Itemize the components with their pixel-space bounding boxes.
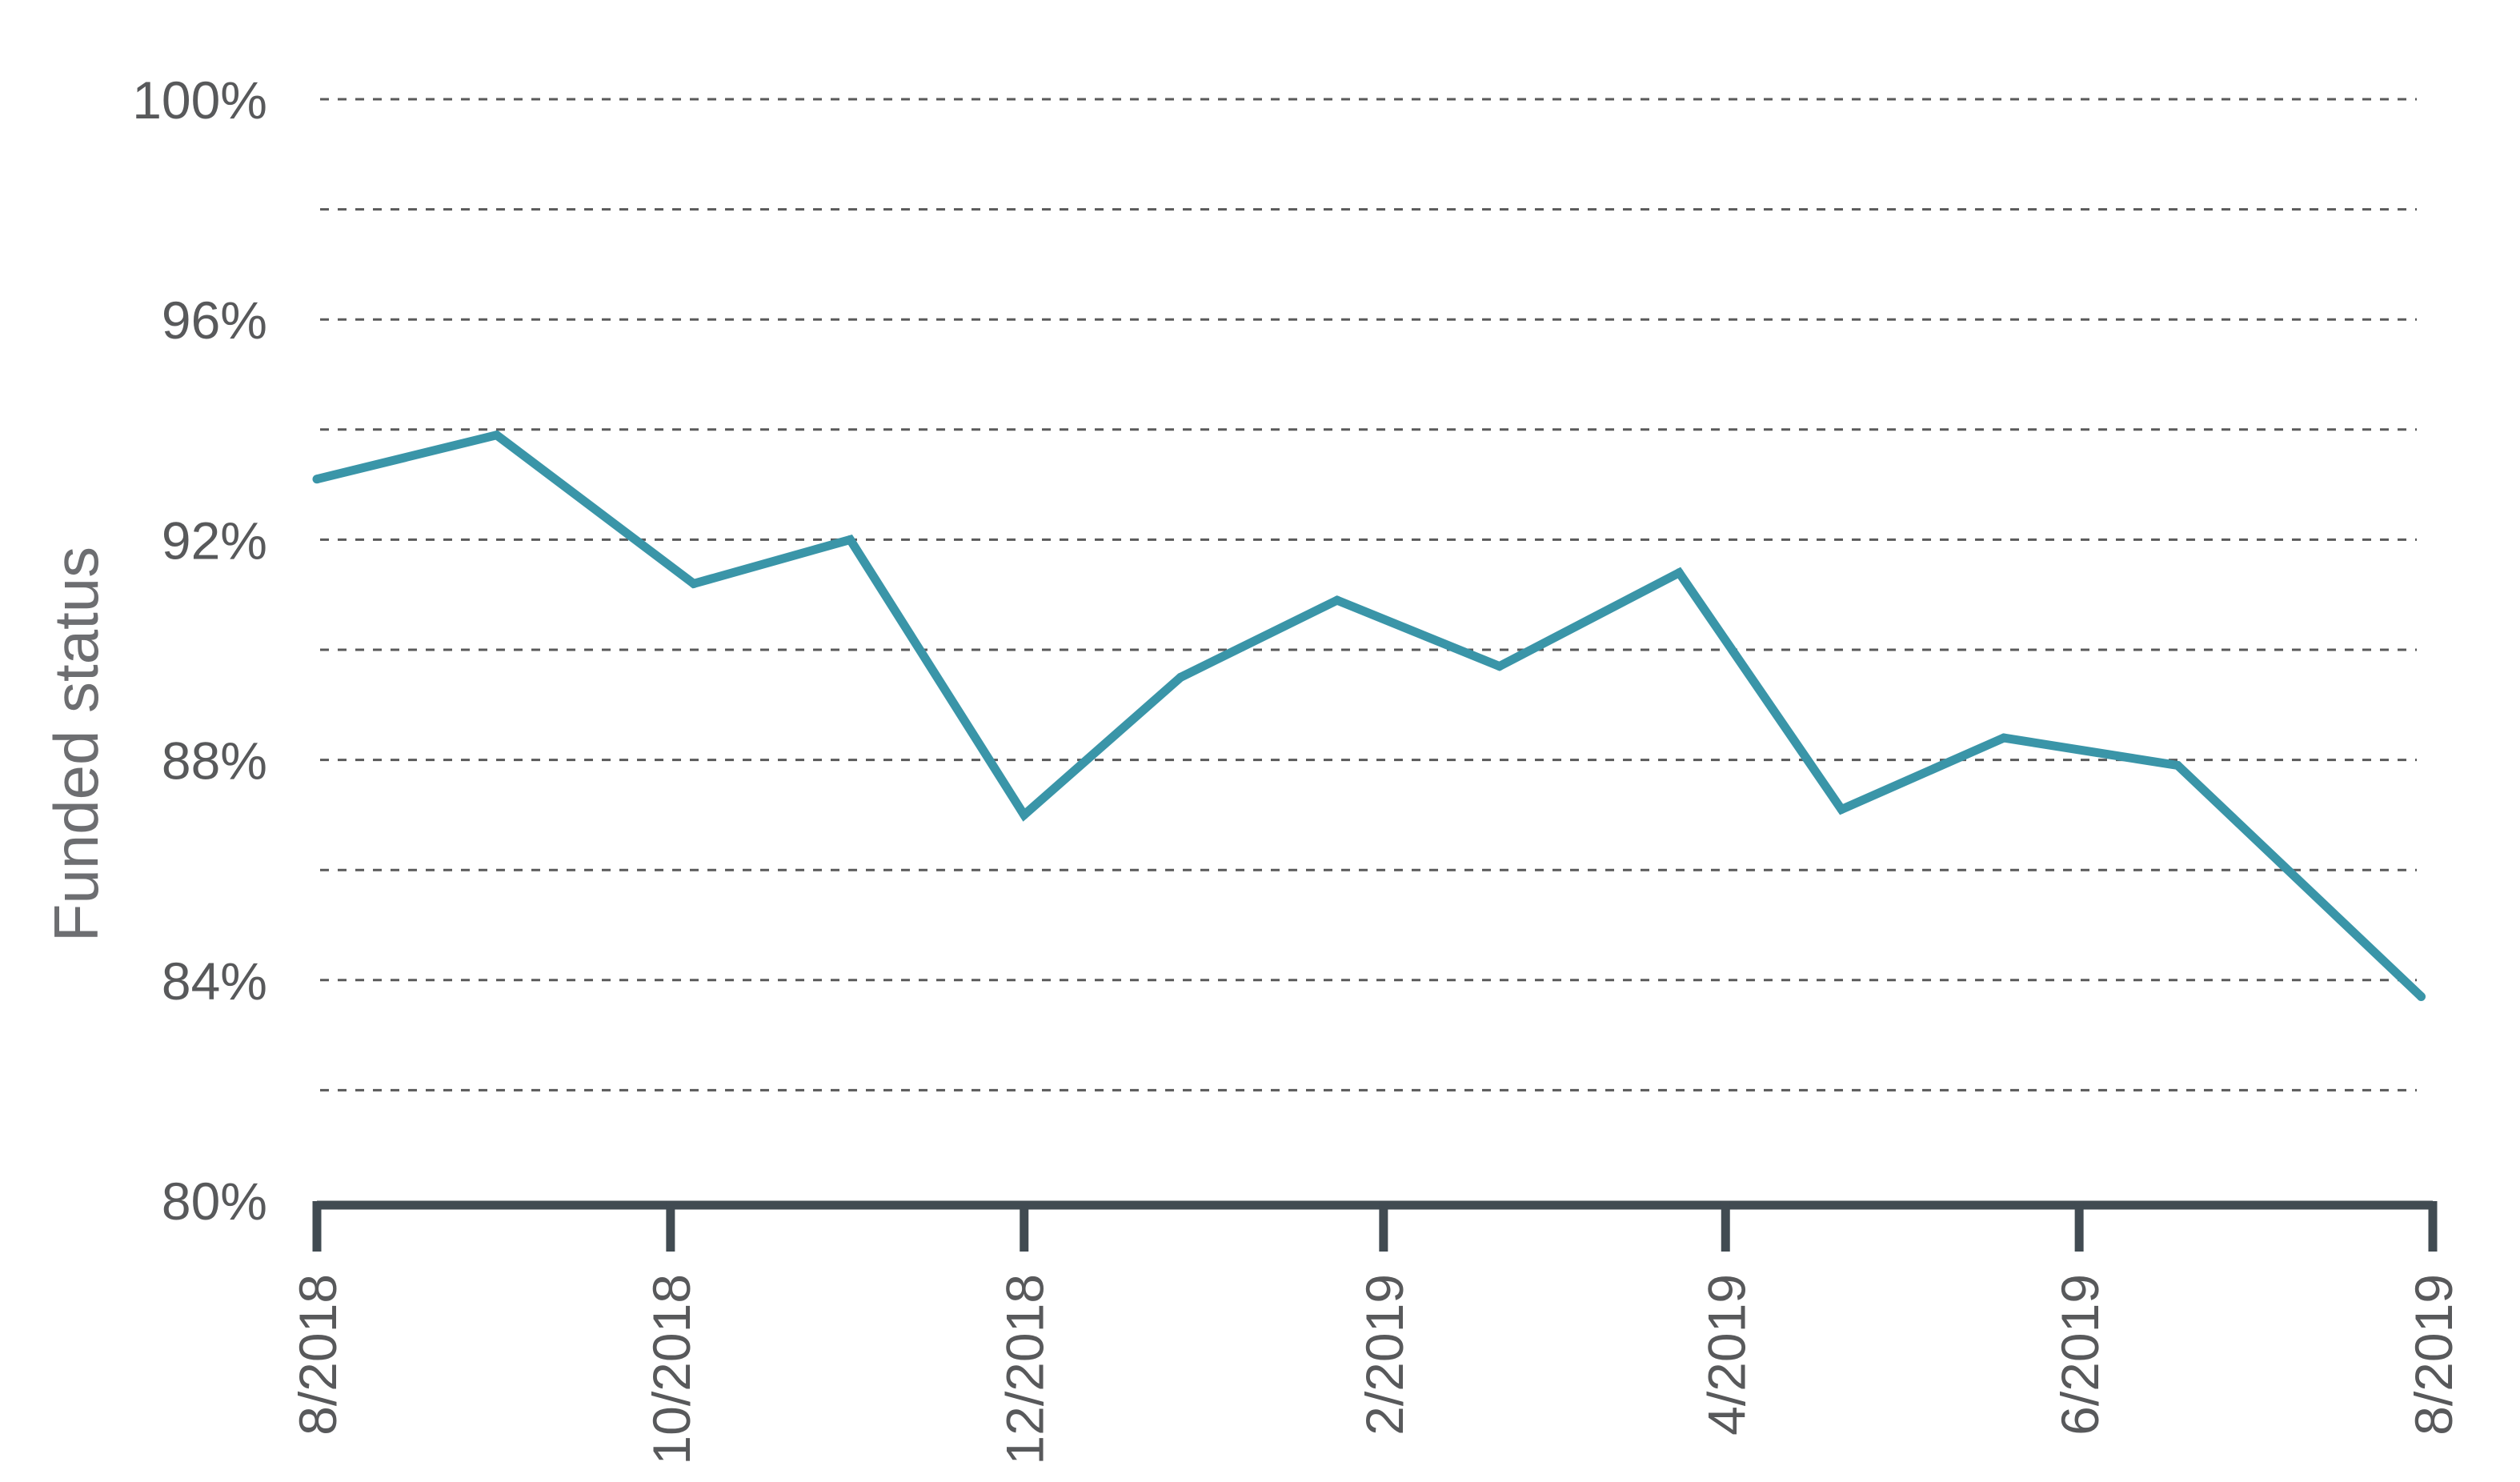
y-tick-label: 84% [162, 951, 267, 1011]
series-line [315, 430, 2425, 1000]
data-point [492, 431, 502, 440]
x-tick-label: 4/2019 [1697, 1274, 1756, 1436]
data-point [1999, 733, 2009, 743]
x-axis [312, 1200, 2438, 1252]
data-point [312, 475, 322, 484]
data-point [1020, 810, 1029, 819]
gridlines [320, 98, 2417, 1091]
y-axis-tick-labels: 100% 96% 92% 88% 84% 80% [132, 70, 267, 1231]
x-tick-label: 8/2019 [2404, 1274, 2463, 1436]
x-tick-label: 8/2018 [288, 1274, 347, 1436]
y-tick-label: 88% [162, 731, 267, 791]
series-layer [312, 430, 2426, 1001]
data-point [1837, 805, 1846, 815]
x-tick-label: 12/2018 [996, 1274, 1055, 1465]
x-tick-label: 2/2019 [1355, 1274, 1414, 1436]
data-point [2417, 991, 2426, 1001]
data-point [845, 535, 855, 544]
x-tick-label: 10/2018 [642, 1274, 701, 1465]
y-axis-title: Funded status [41, 547, 111, 942]
data-point [1674, 568, 1684, 578]
y-tick-label: 100% [132, 70, 267, 130]
data-point [1332, 595, 1342, 605]
y-tick-label: 80% [162, 1172, 267, 1231]
data-point [689, 579, 699, 588]
x-axis-tick-labels: 8/2018 10/2018 12/2018 2/2019 4/2019 6/2019 8/… [288, 1274, 2463, 1465]
data-point [2173, 760, 2182, 770]
data-point [1176, 672, 1185, 682]
data-point [1495, 662, 1504, 671]
x-tick-label: 6/2019 [2050, 1274, 2109, 1436]
y-tick-label: 92% [162, 511, 267, 570]
y-tick-label: 96% [162, 290, 267, 350]
